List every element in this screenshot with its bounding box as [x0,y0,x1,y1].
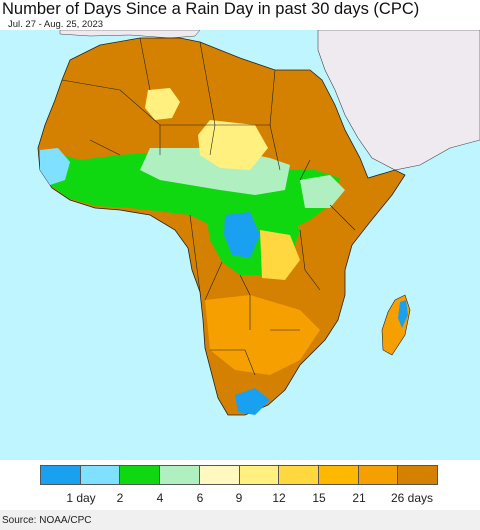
legend-label: 4 [156,491,164,505]
horn-wet-patch [300,175,345,208]
legend-label: 1 day [66,491,96,505]
outside-land-europe [59,30,201,39]
legend-swatch [398,466,438,484]
central-yellow [260,230,300,280]
legend-label: 2 [116,491,124,505]
madagascar-wet [398,300,408,328]
legend-label: 15 [312,491,326,505]
legend-swatch [358,466,399,484]
legend-swatch [279,466,319,484]
date-range: Jul. 27 - Aug. 25, 2023 [8,19,104,30]
legend-swatch [120,466,161,484]
footer: Source: NOAA/CPC [0,510,480,530]
legend-swatch [41,466,81,484]
outside-land-arabia [317,30,480,171]
legend-swatch [80,466,121,484]
legend-swatch [318,466,359,484]
legend-label: 6 [196,491,204,505]
legend-label: 26 days [390,491,434,505]
south-wet-patch [235,388,270,415]
legend-swatch [199,466,240,484]
map-title: Number of Days Since a Rain Day in past … [2,0,420,18]
africa-map [0,30,480,460]
legend-color-bar [40,465,438,485]
congo-blue [224,212,260,258]
legend-labels: 1 day 2 4 6 9 12 15 21 26 days [0,491,480,507]
west-coast-cyan [40,148,70,185]
sahara-pale-patch [145,88,180,120]
source-credit: Source: NOAA/CPC [2,515,92,526]
legend-label: 9 [235,491,243,505]
sahel-yellow [198,120,268,170]
legend-label: 21 [352,491,366,505]
legend-swatch [160,466,200,484]
southern-orange [205,295,320,375]
legend-swatch [239,466,280,484]
legend-label: 12 [272,491,286,505]
country-borders [61,37,356,376]
